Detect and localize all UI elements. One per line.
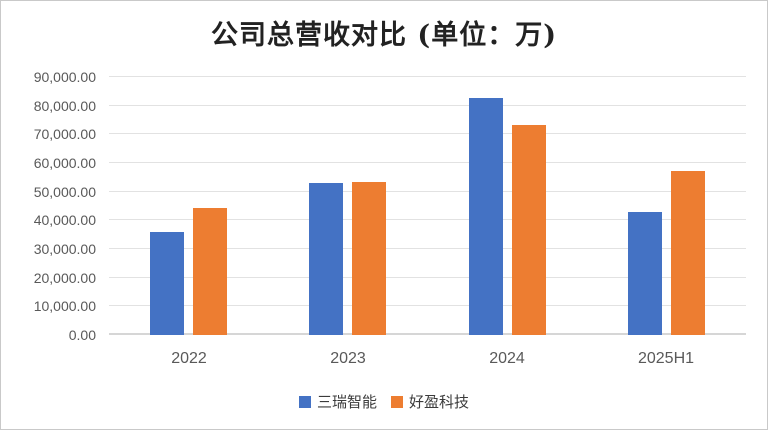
- y-axis-tick-label: 70,000.00: [33, 126, 96, 142]
- y-axis-tick-label: 90,000.00: [33, 69, 96, 85]
- bar-三瑞智能-2024: [469, 98, 503, 335]
- y-axis-tick-label: 40,000.00: [33, 212, 96, 228]
- y-axis-tick-label: 60,000.00: [33, 155, 96, 171]
- bar-三瑞智能-2022: [150, 232, 184, 335]
- y-axis-tick-label: 50,000.00: [33, 184, 96, 200]
- legend-swatch-icon: [298, 395, 311, 408]
- bar-三瑞智能-2025H1: [628, 212, 662, 335]
- chart-title: 公司总营收对比 (单位：万): [211, 20, 557, 51]
- gridline: [109, 191, 746, 192]
- y-axis-tick-label: 30,000.00: [33, 241, 96, 257]
- gridline: [109, 162, 746, 163]
- y-axis-tick-label: 80,000.00: [33, 98, 96, 114]
- legend-item: 三瑞智能: [298, 391, 377, 412]
- legend-item: 好盈科技: [391, 391, 469, 412]
- gridline: [109, 76, 746, 77]
- legend-label: 好盈科技: [409, 393, 470, 411]
- gridline: [109, 133, 746, 134]
- x-axis-category-label: 2025H1: [637, 350, 695, 367]
- plot-area: [109, 76, 746, 335]
- bar-三瑞智能-2023: [309, 183, 343, 335]
- legend-swatch-icon: [391, 395, 403, 408]
- gridline: [109, 219, 746, 220]
- gridline: [109, 333, 746, 335]
- legend: 三瑞智能 好盈科技: [1, 391, 767, 412]
- gridline: [109, 248, 746, 249]
- legend-label: 三瑞智能: [316, 393, 377, 411]
- bar-好盈科技-2022: [193, 208, 227, 335]
- y-axis-tick-label: 20,000.00: [33, 270, 96, 286]
- y-axis-tick-label: 0.00: [68, 327, 96, 343]
- gridline: [109, 277, 746, 278]
- bar-好盈科技-2025H1: [671, 171, 705, 335]
- gridline: [109, 105, 746, 106]
- x-axis-category-label: 2024: [489, 350, 525, 367]
- bar-好盈科技-2024: [512, 125, 546, 335]
- y-axis-tick-label: 10,000.00: [33, 298, 96, 314]
- x-axis-category-label: 2023: [330, 350, 366, 367]
- bar-好盈科技-2023: [352, 182, 386, 335]
- x-axis-category-label: 2022: [171, 350, 207, 367]
- gridline: [109, 305, 746, 306]
